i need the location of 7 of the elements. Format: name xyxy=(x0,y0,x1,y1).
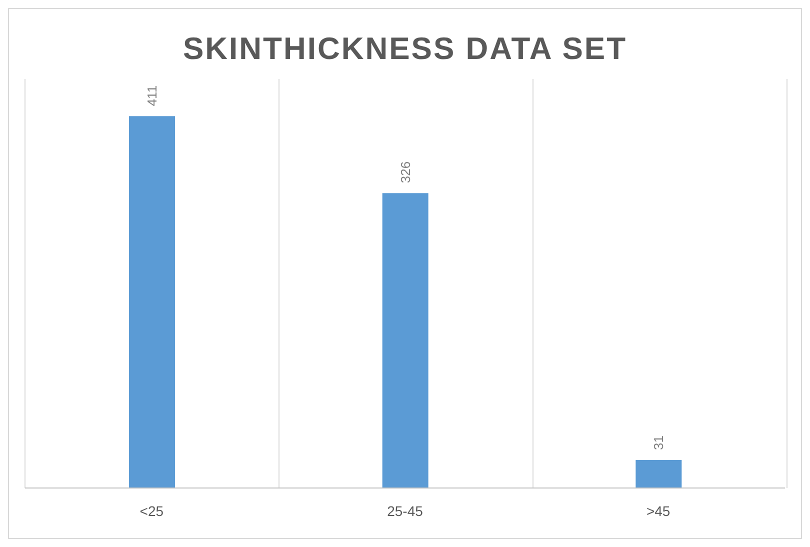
data-label: 31 xyxy=(651,435,666,450)
data-label: 326 xyxy=(398,161,413,184)
chart-title: SKINTHICKNESS DATA SET xyxy=(182,31,628,67)
x-tick-label: >45 xyxy=(646,502,670,519)
x-tick-label: 25-45 xyxy=(387,502,424,519)
data-label: 411 xyxy=(144,85,160,106)
x-tick-label: <25 xyxy=(140,502,164,519)
